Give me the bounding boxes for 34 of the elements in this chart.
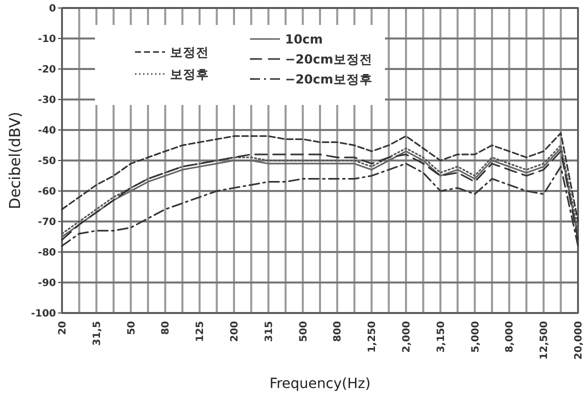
- x-tick-label: 12,500: [539, 320, 550, 360]
- x-tick-label: 20: [58, 320, 68, 335]
- y-tick-label: -10: [38, 34, 56, 45]
- x-tick-label: 5,000: [470, 320, 482, 353]
- y-tick-label: -50: [38, 156, 56, 167]
- x-tick-label: 8,000: [504, 320, 516, 353]
- x-tick-label: 20,000: [574, 320, 584, 360]
- x-tick-label: 500: [298, 320, 310, 342]
- legend-label: 10cm: [285, 32, 323, 46]
- x-tick-label: 200: [230, 320, 240, 342]
- y-tick-label: -90: [38, 278, 56, 289]
- y-tick-label: -40: [38, 126, 56, 136]
- x-tick-label: 50: [126, 320, 138, 335]
- x-tick-label: 80: [160, 320, 172, 335]
- x-tick-label: 125: [195, 320, 206, 342]
- y-tick-label: -30: [38, 95, 56, 106]
- y-tick-label: -60: [38, 186, 56, 198]
- legend-label: 보정전: [170, 44, 209, 60]
- x-tick-label: 800: [332, 320, 344, 342]
- x-tick-label: 2,000: [402, 320, 412, 353]
- y-tick-label: -100: [30, 308, 56, 320]
- y-tick-label: 0: [49, 4, 56, 14]
- legend-label: −20cm보정전: [285, 52, 372, 66]
- legend-label: −20cm보정후: [285, 72, 372, 86]
- y-tick-label: -20: [38, 64, 56, 76]
- legend-label: 보정후: [170, 66, 209, 82]
- x-tick-label: 31,5: [92, 320, 103, 346]
- y-tick-label: -80: [38, 248, 56, 258]
- x-tick-label: 1,250: [367, 320, 378, 353]
- y-axis-title: Decibel(dBV): [6, 112, 24, 210]
- y-tick-label: -70: [38, 217, 56, 228]
- x-tick-label: 3,150: [436, 320, 447, 353]
- x-tick-label: 315: [264, 320, 275, 342]
- x-axis-title: Frequency(Hz): [269, 376, 371, 392]
